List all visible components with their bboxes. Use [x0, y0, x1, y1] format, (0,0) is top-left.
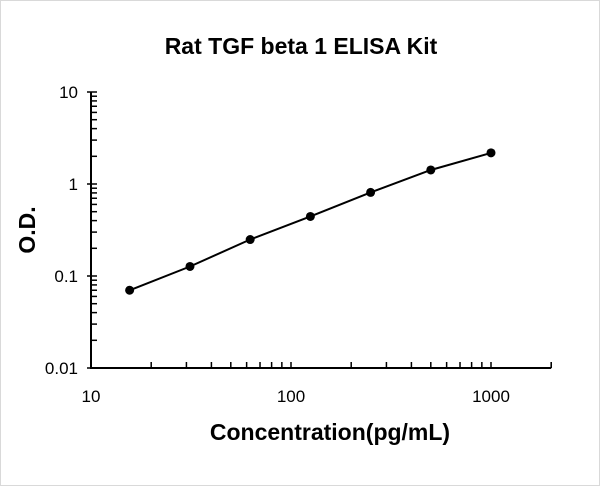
y-tick-label: 1: [69, 175, 78, 194]
data-point: [426, 165, 436, 175]
chart-title: Rat TGF beta 1 ELISA Kit: [165, 33, 438, 59]
y-tick-label: 10: [59, 83, 78, 102]
data-point: [185, 261, 195, 271]
x-tick-label: 100: [277, 387, 305, 406]
data-point: [245, 235, 255, 245]
data-point: [305, 211, 315, 221]
y-axis-label: O.D.: [14, 206, 40, 253]
plot-area: [125, 148, 496, 295]
axes: [87, 91, 552, 369]
y-tick-label: 0.01: [45, 359, 78, 378]
y-tick-label: 0.1: [54, 267, 78, 286]
x-axis-label: Concentration(pg/mL): [210, 419, 450, 445]
data-point: [486, 148, 496, 158]
x-tick-label: 10: [82, 387, 101, 406]
series-line: [129, 151, 492, 292]
x-tick-label: 1000: [472, 387, 510, 406]
data-point: [125, 285, 135, 295]
tick-labels: 0.01 0.1 1 10 10 100 1000: [45, 83, 510, 406]
data-point: [366, 187, 376, 197]
